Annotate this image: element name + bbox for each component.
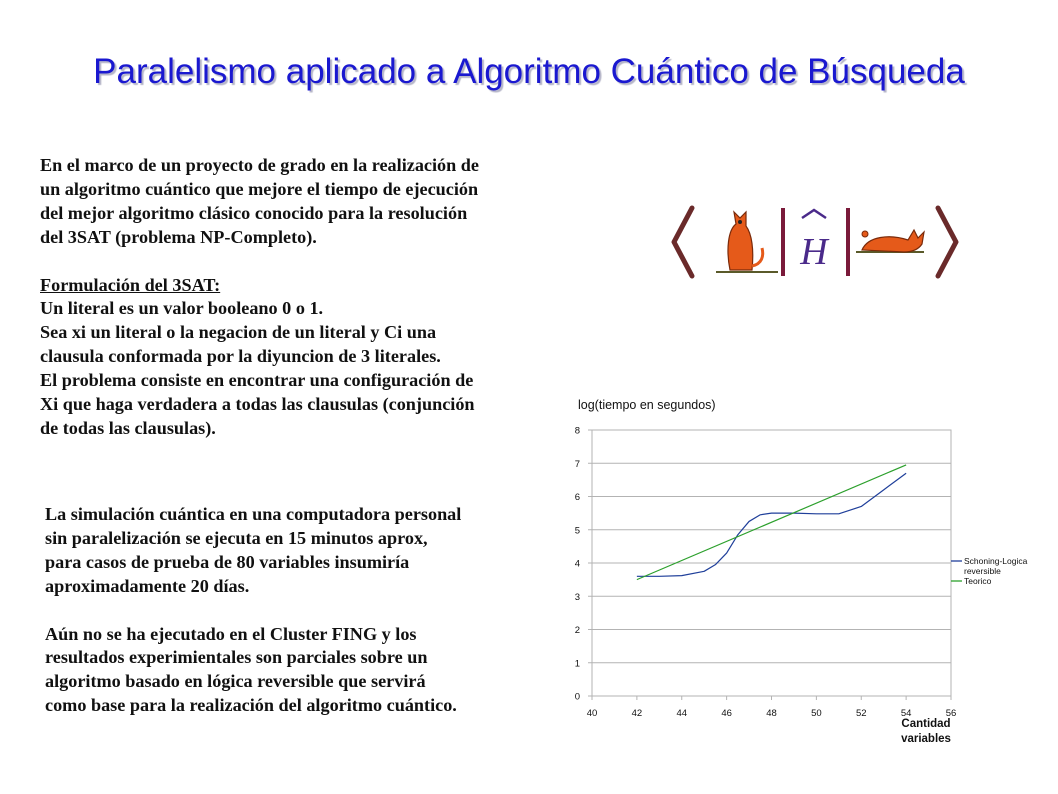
- x-axis-label-line: variables: [901, 733, 951, 745]
- simulation-line: sin paralelización se ejecuta en 15 minu…: [45, 527, 428, 548]
- y-tick-label: 6: [575, 492, 580, 503]
- formulation-line: clausula conformada por la diyuncion de …: [40, 346, 441, 367]
- x-tick-label: 50: [811, 708, 822, 719]
- legend-label: Schoning-Logica: [964, 556, 1028, 566]
- formulation-heading: Formulación del 3SAT:: [40, 274, 221, 295]
- status-line: algoritmo basado en lógica reversible qu…: [45, 671, 426, 692]
- x-tick-label: 46: [721, 708, 732, 719]
- y-tick-label: 8: [575, 426, 580, 437]
- x-tick-label: 48: [766, 708, 777, 719]
- formulation-line: Xi que haga verdadera a todas las clausu…: [40, 394, 475, 415]
- formulation-line: El problema consiste en encontrar una co…: [40, 370, 474, 391]
- formulation-line: Un literal es un valor booleano 0 o 1.: [40, 298, 324, 319]
- y-axis-label: log(tiempo en segundos): [578, 398, 716, 412]
- status-line: resultados experimientales son parciales…: [45, 647, 428, 668]
- status-line: Aún no se ha ejecutado en el Cluster FIN…: [45, 623, 417, 644]
- simulation-text: La simulación cuántica en una computador…: [45, 503, 461, 718]
- y-tick-label: 2: [575, 625, 580, 636]
- y-tick-label: 0: [575, 692, 580, 703]
- simulation-line: La simulación cuántica en una computador…: [45, 504, 462, 524]
- y-tick-label: 7: [575, 459, 580, 470]
- y-tick-label: 3: [575, 592, 580, 603]
- x-tick-label: 44: [676, 708, 687, 719]
- intro-line: un algoritmo cuántico que mejore el tiem…: [40, 178, 479, 199]
- x-tick-label: 40: [587, 708, 598, 719]
- y-tick-label: 5: [575, 525, 580, 536]
- x-tick-label: 52: [856, 708, 867, 719]
- page-title: Paralelismo aplicado a Algoritmo Cuántic…: [93, 52, 965, 91]
- intro-line: En el marco de un proyecto de grado en l…: [40, 155, 479, 175]
- lying-cat-icon: [856, 228, 925, 253]
- formulation-line: de todas las clausulas).: [40, 417, 216, 438]
- status-line: como base para la realización del algori…: [45, 695, 457, 716]
- x-tick-label: 56: [946, 708, 957, 719]
- y-tick-label: 4: [575, 559, 580, 570]
- quantum-cat-logo: H: [671, 205, 959, 279]
- series-line-1: [636, 472, 907, 577]
- legend-label: reversible: [964, 566, 1001, 576]
- x-tick-label: 42: [632, 708, 643, 719]
- intro-line: del 3SAT (problema NP-Completo).: [40, 226, 317, 247]
- legend-label: Teorico: [964, 576, 992, 586]
- simulation-line: para casos de prueba de 80 variables ins…: [45, 551, 410, 572]
- x-axis-label-line: Cantidad: [901, 718, 950, 730]
- sitting-cat-icon: [716, 210, 778, 273]
- simulation-line: aproximadamente 20 días.: [45, 575, 250, 596]
- hamiltonian-symbol: H: [799, 231, 830, 273]
- series-line-2: [636, 464, 907, 581]
- y-tick-label: 1: [575, 658, 580, 669]
- intro-text: En el marco de un proyecto de grado en l…: [40, 154, 479, 441]
- intro-line: del mejor algoritmo clásico conocido par…: [40, 202, 468, 223]
- x-tick-label: 54: [901, 708, 912, 719]
- formulation-line: Sea xi un literal o la negacion de un li…: [40, 322, 437, 343]
